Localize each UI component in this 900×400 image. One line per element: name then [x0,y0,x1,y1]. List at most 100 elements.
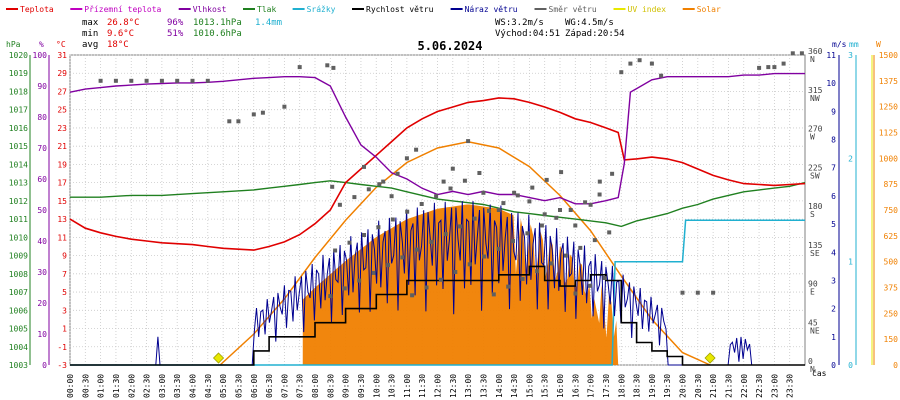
solar-tick-label: 250 [884,309,899,318]
wind-direction-point [352,195,357,200]
wind-direction-point [371,270,376,275]
wind-direction-point [390,217,395,222]
direction-tick-label: NE [810,326,820,335]
temperature-tick-label: 11 [57,233,67,242]
x-tick-label: 23:00 [770,374,779,398]
temperature-tick-label: 31 [57,51,67,60]
stats-min-label: min [82,29,98,39]
legend-label-9: Solar [697,5,721,14]
humidity-tick-label: 50 [37,206,47,215]
x-tick-label: 12:00 [434,374,443,398]
x-tick-label: 15:00 [525,374,534,398]
pressure-tick-label: 1018 [9,87,28,96]
humidity-tick-label: 80 [37,113,47,122]
wind-tick-label: 1 [831,333,836,342]
x-tick-label: 19:00 [648,374,657,398]
x-tick-label: 18:30 [633,374,642,398]
x-tick-label: 13:00 [464,374,473,398]
direction-tick-degree: 315 [808,86,823,95]
wind-direction-point [405,209,410,214]
wind-direction-point [481,190,486,195]
solar-tick-label: 875 [884,180,899,189]
wind-direction-point [424,285,429,290]
pressure-tick-label: 1008 [9,270,28,279]
wind-tick-label: 6 [831,192,836,201]
wind-direction-point [144,78,149,83]
solar-unit-label: W [876,40,881,49]
x-tick-label: 21:30 [724,374,733,398]
humidity-tick-label: 30 [37,268,47,277]
temperature-tick-label: 3 [62,306,67,315]
wind-direction-point [583,200,588,205]
stats-max-press: 1013.1hPa [193,18,242,28]
wind-direction-point [381,179,386,184]
x-tick-label: 06:00 [250,374,259,398]
stats-avg-label: avg [82,40,98,50]
solar-tick-label: 1250 [879,103,898,112]
stats-max-hum: 96% [167,18,184,28]
wind-direction-point [333,248,338,253]
stats-ws: WS:3.2m/s [495,18,544,28]
pressure-tick-label: 1020 [9,51,28,60]
direction-tick-label: N [810,55,815,64]
pressure-tick-label: 1013 [9,179,28,188]
wind-direction-point [98,78,103,83]
wind-direction-point [525,231,530,236]
legend-label-2: Vlhkost [193,5,227,14]
x-tick-label: 20:30 [694,374,703,398]
x-tick-label: 21:00 [709,374,718,398]
solar-tick-label: 750 [884,206,899,215]
pressure-tick-label: 1004 [9,343,28,352]
wind-direction-point [506,284,511,289]
uv-sunset-marker [704,352,716,364]
rain-tick-label: 0 [848,361,853,370]
series-vlhkost [69,72,805,205]
wind-direction-point [443,232,448,237]
temperature-tick-label: -3 [57,361,67,370]
pressure-tick-label: 1005 [9,325,28,334]
x-tick-label: 06:30 [265,374,274,398]
stats-max-rain: 1.4mm [255,18,282,28]
temperature-tick-label: 23 [57,124,67,133]
wind-direction-point [511,239,515,243]
pressure-unit-label: hPa [6,40,21,49]
direction-tick-degree: 45 [808,318,818,327]
solar-tick-label: 500 [884,258,899,267]
wind-tick-label: 8 [831,136,836,145]
rain-unit-label: mm [849,40,859,49]
wind-direction-point [400,255,405,260]
humidity-tick-label: 0 [42,361,47,370]
x-tick-label: 09:30 [357,374,366,398]
x-tick-label: 11:00 [403,374,412,398]
wind-direction-point [563,253,568,258]
x-tick-label: 04:30 [204,374,213,398]
solar-tick-label: 1375 [879,77,898,86]
solar-tick-label: 150 [884,335,899,344]
solar-tick-label: 1000 [879,154,898,163]
wind-direction-point [790,51,795,56]
wind-direction-point [159,78,164,83]
temperature-tick-label: 5 [62,288,67,297]
x-tick-label: 09:00 [342,374,351,398]
wind-direction-point [441,179,446,184]
x-tick-label: 02:30 [143,374,152,398]
wind-direction-point [462,178,467,183]
x-tick-label: 03:00 [158,374,167,398]
wind-direction-point [597,179,602,184]
wind-direction-point [386,263,390,268]
x-tick-label: 18:00 [617,374,626,398]
x-tick-label: 17:00 [587,374,596,398]
wind-direction-point [695,290,700,295]
wind-direction-point [389,194,394,199]
rain-tick-label: 2 [848,154,853,163]
wind-direction-point [554,215,559,220]
wind-direction-point [512,190,517,195]
x-tick-label: 00:30 [81,374,90,398]
wind-direction-point [282,104,287,109]
x-tick-label: 12:30 [449,374,458,398]
wind-direction-point [597,192,602,197]
wind-direction-point [539,223,544,228]
direction-tick-label: S [810,210,815,219]
wind-direction-point [438,277,443,282]
wind-direction-point [520,276,525,281]
